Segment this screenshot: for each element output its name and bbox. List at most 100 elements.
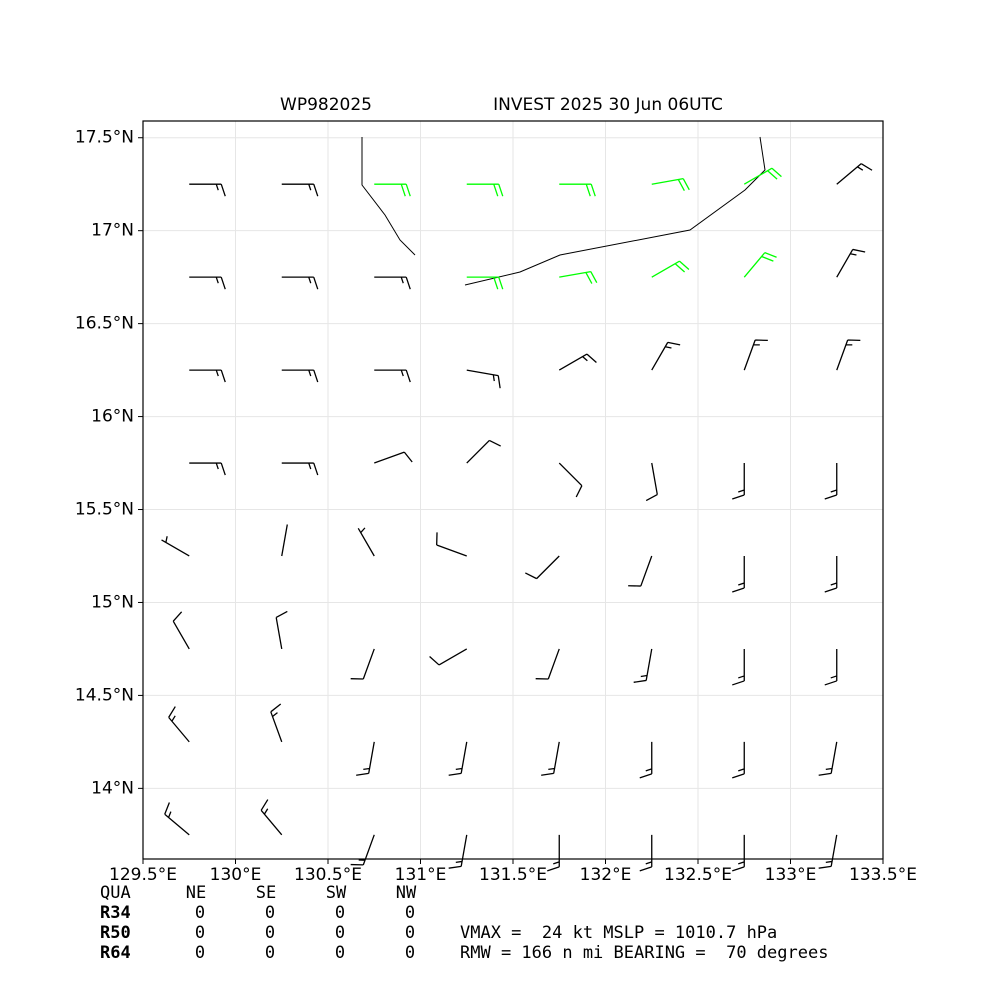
wind-barb <box>374 183 411 197</box>
wind-barb <box>275 610 288 650</box>
wind-barb <box>168 706 190 743</box>
wind-barb <box>836 339 861 371</box>
wind-barb <box>189 276 226 290</box>
wind-barb <box>281 462 319 476</box>
x-tick-label: 130°E <box>210 865 262 885</box>
y-tick-label: 14°N <box>91 778 134 798</box>
wind-barb <box>161 536 190 557</box>
wind-barb <box>270 703 283 743</box>
chart-title: INVEST 2025 30 Jun 06UTC <box>493 95 723 115</box>
wind-barb <box>732 463 745 500</box>
wind-barb <box>374 276 411 290</box>
wind-barb <box>743 252 777 278</box>
wind-barb <box>558 462 583 498</box>
wind-barb <box>824 648 838 686</box>
chart-title: WP982025 <box>280 95 372 115</box>
wind-barb <box>164 802 190 836</box>
table-cell: 0 <box>405 923 415 943</box>
wind-barb <box>281 524 288 557</box>
table-cell: 0 <box>265 923 275 943</box>
table-cell: 0 <box>265 903 275 923</box>
table-cell: 0 <box>335 903 345 923</box>
wind-barb <box>429 648 468 666</box>
wind-barb <box>559 183 596 197</box>
table-cell: 0 <box>195 923 205 943</box>
wind-barb <box>350 648 375 680</box>
wind-barb <box>525 555 560 580</box>
wind-barb <box>466 276 504 290</box>
wind-barb <box>356 741 375 776</box>
table-header: QUA <box>100 883 131 903</box>
table-cell: 0 <box>195 903 205 923</box>
wind-barb <box>260 799 283 836</box>
wind-barb <box>281 369 319 383</box>
coastline <box>361 136 766 286</box>
wind-barb <box>448 741 468 776</box>
wind-barb <box>466 439 501 464</box>
table-cell: 0 <box>265 943 275 963</box>
wind-barb <box>818 834 838 869</box>
table-cell: R50 <box>100 923 131 943</box>
wind-barb <box>732 648 745 686</box>
wind-barb <box>651 178 690 191</box>
table-cell: R64 <box>100 943 131 963</box>
wind-barb <box>651 260 690 278</box>
wind-barb <box>281 276 319 290</box>
y-tick-label: 14.5°N <box>75 685 134 705</box>
wind-barb <box>836 248 866 278</box>
x-tick-label: 133°E <box>765 865 817 885</box>
x-tick-label: 131°E <box>395 865 447 885</box>
wind-barb <box>732 555 745 593</box>
x-tick-label: 132°E <box>580 865 632 885</box>
wind-barb <box>824 555 838 593</box>
wind-barb <box>466 369 501 389</box>
x-tick-label: 132.5°E <box>664 865 732 885</box>
wind-barb <box>639 834 653 872</box>
wind-barb <box>541 741 560 776</box>
y-tick-label: 15°N <box>91 592 134 612</box>
wind-barb <box>374 451 413 464</box>
table-cell: 0 <box>335 923 345 943</box>
y-tick-label: 17°N <box>91 221 134 241</box>
wind-barb <box>547 834 560 872</box>
table-cell: R34 <box>100 903 131 923</box>
wind-barb <box>189 462 226 476</box>
wind-barb <box>357 527 375 557</box>
y-tick-label: 16.5°N <box>75 314 134 334</box>
wind-barb <box>436 532 467 557</box>
wind-barb <box>628 555 653 587</box>
table-header: SE <box>256 883 276 903</box>
y-tick-label: 17.5°N <box>75 128 134 148</box>
info-line: VMAX = 24 kt MSLP = 1010.7 hPa <box>460 923 777 943</box>
x-tick-label: 131.5°E <box>479 865 547 885</box>
wind-barb <box>350 834 375 866</box>
wind-barb <box>732 741 745 779</box>
wind-barb <box>189 183 226 197</box>
wind-barb <box>743 167 782 185</box>
info-line: RMW = 166 n mi BEARING = 70 degrees <box>460 943 828 963</box>
wind-barb <box>281 183 319 197</box>
wind-barb <box>743 339 768 371</box>
table-cell: 0 <box>335 943 345 963</box>
y-tick-label: 15.5°N <box>75 500 134 520</box>
wind-barb <box>172 611 190 650</box>
x-tick-label: 133.5°E <box>849 865 917 885</box>
wind-barb <box>818 741 838 776</box>
table-cell: 0 <box>195 943 205 963</box>
x-tick-label: 130.5°E <box>294 865 362 885</box>
wind-barb <box>639 741 653 779</box>
wind-barb <box>645 462 658 502</box>
table-cell: 0 <box>405 943 415 963</box>
wind-barb <box>189 369 226 383</box>
wind-barb <box>732 834 745 872</box>
wind-barb <box>559 270 598 284</box>
wind-barb <box>836 163 873 185</box>
x-tick-label: 129.5°E <box>109 865 177 885</box>
wind-barb <box>374 369 411 383</box>
wind-barb <box>633 648 653 683</box>
wind-barb <box>448 834 468 869</box>
wind-barb <box>535 648 560 680</box>
wind-barb <box>651 341 681 371</box>
table-cell: 0 <box>405 903 415 923</box>
